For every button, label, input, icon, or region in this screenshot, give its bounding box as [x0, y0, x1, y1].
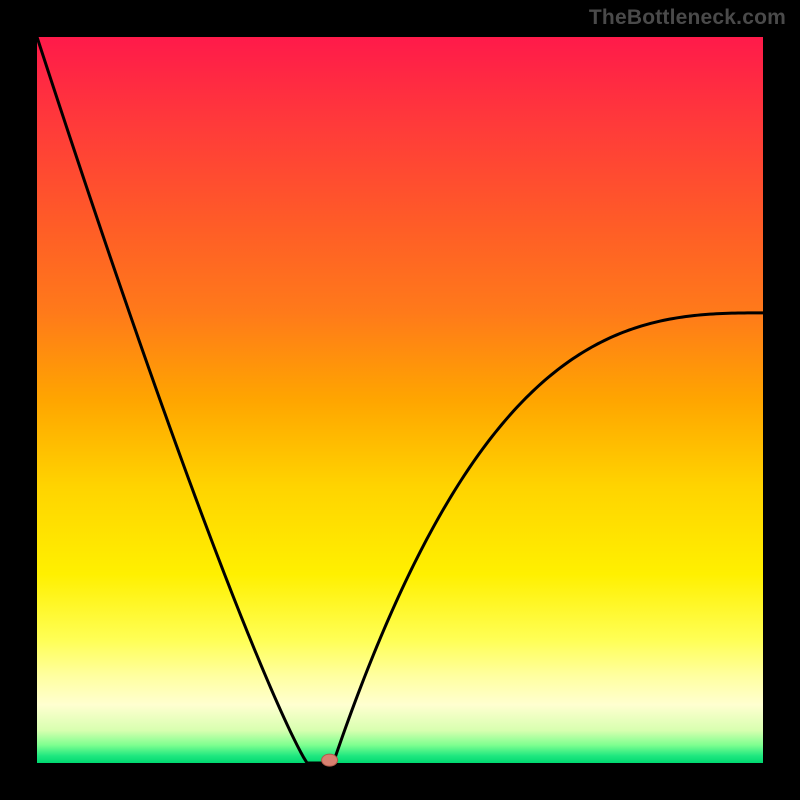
plot-gradient — [37, 37, 763, 763]
chart-svg — [0, 0, 800, 800]
source-label: TheBottleneck.com — [589, 6, 786, 30]
optimal-marker — [322, 754, 338, 766]
bottleneck-chart — [0, 0, 800, 800]
